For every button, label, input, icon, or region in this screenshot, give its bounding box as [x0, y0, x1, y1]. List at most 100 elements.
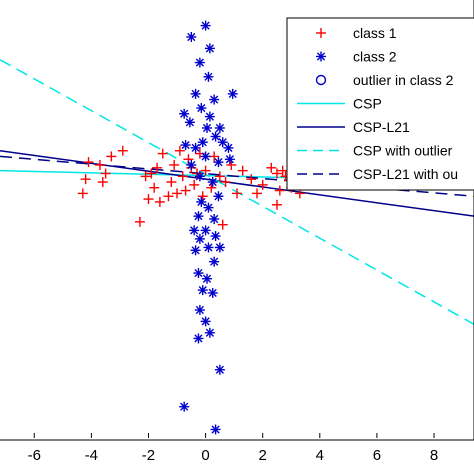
series-1-point-5	[97, 177, 108, 188]
series-line-7	[0, 155, 474, 197]
series-1-point-29	[200, 165, 211, 176]
series-1-point-16	[163, 191, 174, 202]
series-2-point-24	[194, 171, 205, 182]
x-tick-label-6: 4	[316, 447, 324, 464]
series-2-point-17	[180, 140, 191, 151]
series-2-point-12	[214, 122, 225, 133]
series-2-point-10	[179, 108, 190, 119]
x-tick-label-5: 2	[259, 447, 267, 464]
series-2-point-5	[203, 71, 214, 82]
series-1-point-32	[214, 171, 225, 182]
x-tick-label-1: -6	[28, 447, 41, 464]
series-2-point-40	[194, 305, 205, 316]
series-2-point-34	[203, 242, 214, 253]
series-2-point-41	[200, 316, 211, 327]
series-2-point-45	[179, 401, 190, 412]
series-1-point-22	[180, 185, 191, 196]
series-2-point-37	[202, 273, 213, 284]
series-layer	[0, 20, 474, 435]
series-2-point-27	[203, 202, 214, 213]
series-2-point-30	[200, 225, 211, 236]
series-2-point-42	[204, 327, 215, 338]
series-1-point-20	[174, 145, 185, 156]
series-2-point-49	[213, 191, 224, 202]
legend-label-1: class 1	[353, 25, 397, 41]
series-1-point-3	[83, 157, 94, 168]
series-2-point-50	[197, 137, 208, 148]
series-2-point-20	[224, 154, 235, 165]
series-1-point-8	[117, 145, 128, 156]
series-2-point-44	[214, 364, 225, 375]
series-2-point-28	[193, 211, 204, 222]
series-2-point-7	[209, 94, 220, 105]
series-line-5	[0, 149, 474, 217]
series-1-point-1	[77, 188, 88, 199]
series-1-point-19	[172, 188, 183, 199]
legend-label-3: outlier in class 2	[353, 72, 454, 88]
series-1-point-37	[246, 174, 257, 185]
series-2-point-9	[204, 111, 215, 122]
series-1-point-46	[217, 219, 228, 230]
series-1-point-18	[169, 159, 180, 170]
series-1-point-41	[274, 185, 285, 196]
legend-label-4: CSP	[353, 96, 382, 112]
series-2-point-1	[200, 20, 211, 31]
series-1-point-33	[220, 177, 231, 188]
series-2-point-11	[184, 117, 195, 128]
series-2-point-14	[210, 131, 221, 142]
series-1-point-12	[149, 182, 160, 193]
series-2-point-16	[190, 142, 201, 153]
series-1-point-17	[166, 177, 177, 188]
legend-marker-2	[316, 51, 326, 62]
series-1-point-13	[152, 162, 163, 173]
axes-box	[0, 0, 474, 441]
series-2-point-29	[209, 214, 220, 224]
series-1-point-15	[157, 148, 168, 159]
series-2-point-35	[209, 256, 220, 267]
series-2-point-25	[207, 177, 218, 188]
series-1-point-25	[189, 179, 200, 190]
series-1-point-11	[143, 194, 154, 205]
series-2-point-22	[186, 159, 197, 170]
series-1-point-9	[134, 216, 145, 227]
legend-label-5: CSP-L21	[353, 119, 410, 135]
series-2-point-21	[213, 157, 224, 168]
series-1-point-42	[277, 165, 288, 176]
series-2-point-31	[210, 231, 221, 242]
series-2-point-18	[223, 142, 234, 153]
series-1-point-35	[232, 188, 242, 199]
series-1-point-38	[257, 179, 268, 190]
series-1-point-6	[100, 168, 111, 179]
legend-label-2: class 2	[353, 49, 397, 65]
series-1-point-21	[177, 171, 188, 182]
series-2-point-13	[202, 122, 213, 133]
series-2-point-43	[193, 333, 204, 344]
series-2-point-19	[227, 88, 238, 99]
series-1-point-10	[140, 171, 151, 182]
series-2-point-38	[197, 285, 208, 296]
series-1-point-39	[266, 162, 277, 173]
series-2-point-36	[193, 268, 204, 279]
legend: class 1 class 2 outlier in class 2 CSP CSP-L…	[286, 17, 474, 191]
legend-label-6: CSP with outlier	[353, 143, 453, 159]
x-axis-ticks: -6 -4 -2 0 2 4 6 8	[28, 433, 438, 464]
series-2-point-2	[186, 31, 197, 42]
series-1-point-7	[106, 151, 117, 162]
series-1-point-4	[94, 159, 105, 170]
x-tick-label-2: -4	[85, 447, 98, 464]
legend-label-7: CSP-L21 with ou	[353, 166, 458, 182]
series-1-point-40	[271, 168, 282, 179]
x-tick-label-8: 8	[430, 447, 438, 464]
series-2-point-4	[194, 57, 205, 68]
series-2-point-6	[190, 88, 201, 99]
series-2-point-23	[200, 151, 211, 162]
series-1-point-31	[209, 151, 220, 162]
x-tick-label-7: 6	[373, 447, 381, 464]
series-1-point-2	[80, 174, 91, 185]
series-2-point-32	[194, 233, 205, 244]
legend-marker-3	[315, 74, 327, 86]
series-2-point-3	[204, 43, 215, 54]
series-1-point-45	[271, 199, 282, 210]
series-1-point-36	[237, 165, 248, 176]
